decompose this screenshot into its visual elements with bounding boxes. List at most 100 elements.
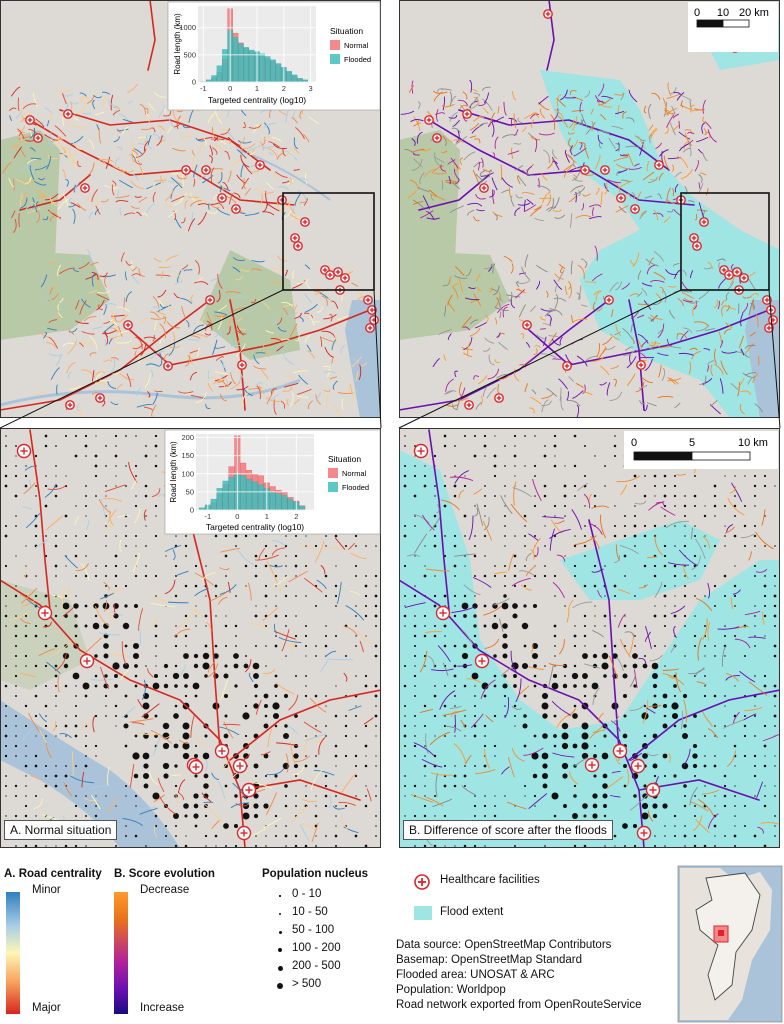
population-dot <box>594 745 596 747</box>
minor-road <box>316 579 327 590</box>
minor-road <box>166 321 181 329</box>
population-dot <box>473 724 477 728</box>
minor-road <box>718 331 723 344</box>
minor-road <box>714 363 724 375</box>
population-dot <box>413 644 417 648</box>
minor-road <box>601 95 614 100</box>
minor-road <box>591 120 594 132</box>
minor-road <box>63 782 73 797</box>
population-dot <box>115 845 117 847</box>
minor-road <box>316 306 323 313</box>
minor-road <box>57 137 63 148</box>
minor-road <box>287 725 299 735</box>
minor-road <box>605 345 616 350</box>
population-dot <box>355 715 357 717</box>
minor-road <box>648 810 653 822</box>
minor-road <box>100 198 109 203</box>
hist-bar-flooded <box>270 59 276 83</box>
population-dot <box>683 794 687 798</box>
healthcare-facility-icon <box>562 361 572 371</box>
minor-road <box>192 153 197 170</box>
minor-road <box>705 328 716 331</box>
minor-road <box>692 303 698 317</box>
population-dot <box>484 485 486 487</box>
minor-road <box>613 378 617 387</box>
minor-road <box>651 92 661 100</box>
population-dot <box>563 484 567 488</box>
healthcare-facility-icon <box>689 233 699 243</box>
minor-road <box>137 608 144 631</box>
population-dot <box>25 745 27 747</box>
minor-road <box>262 211 275 216</box>
population-dot <box>264 584 268 588</box>
population-dot <box>254 774 258 778</box>
minor-road <box>478 375 488 385</box>
major-road <box>59 109 271 171</box>
minor-road <box>645 626 652 649</box>
population-dot <box>754 705 756 707</box>
minor-road <box>554 520 565 524</box>
minor-road <box>155 274 171 277</box>
population-dot <box>334 844 338 848</box>
minor-road <box>616 163 631 169</box>
population-dot <box>593 494 597 498</box>
population-dot <box>553 714 557 718</box>
major-road <box>628 689 780 761</box>
minor-road <box>159 335 166 345</box>
minor-road <box>151 369 154 378</box>
minor-road <box>489 189 495 198</box>
minor-road <box>510 195 515 207</box>
minor-road <box>134 196 142 198</box>
minor-road <box>134 350 137 357</box>
minor-road <box>440 88 452 91</box>
population-dot <box>234 684 238 688</box>
minor-road <box>508 554 514 572</box>
population-dot <box>305 785 307 787</box>
population-dot <box>84 744 88 748</box>
population-dot <box>85 515 87 517</box>
population-dot <box>5 775 7 777</box>
population-dot <box>444 735 446 737</box>
population-dot <box>744 825 746 827</box>
population-dot <box>134 664 138 668</box>
minor-road <box>659 149 669 157</box>
population-dot <box>105 465 107 467</box>
minor-road <box>116 146 123 151</box>
minor-road <box>714 348 717 365</box>
healthcare-facility-icon <box>600 165 610 175</box>
population-dot <box>713 694 717 698</box>
minor-road <box>570 185 584 193</box>
healthcare-facility-icon <box>65 400 75 410</box>
minor-road <box>473 216 480 222</box>
minor-road <box>334 405 343 417</box>
minor-road <box>215 168 225 183</box>
population-dot <box>541 772 549 780</box>
minor-road <box>703 375 707 386</box>
minor-road <box>494 292 501 308</box>
minor-road <box>67 155 78 168</box>
minor-road <box>304 312 314 318</box>
minor-road <box>400 110 415 115</box>
population-dot <box>774 725 776 727</box>
minor-road <box>475 173 483 180</box>
minor-road <box>57 198 70 210</box>
population-dot <box>484 795 486 797</box>
minor-road <box>45 341 56 348</box>
minor-road <box>49 216 55 222</box>
minor-road <box>667 345 682 349</box>
population-dot <box>551 682 559 690</box>
population-dot <box>5 815 7 817</box>
population-dot <box>335 795 337 797</box>
minor-road <box>95 605 109 626</box>
minor-road <box>642 699 649 724</box>
population-dot <box>423 484 427 488</box>
minor-road <box>305 733 327 741</box>
minor-road <box>69 101 79 105</box>
minor-road <box>81 298 91 308</box>
population-dot <box>305 535 307 537</box>
hist-bottom-legend-flooded: Flooded <box>342 483 369 492</box>
minor-road <box>637 270 642 280</box>
population-dot <box>613 834 617 838</box>
minor-road <box>152 133 161 140</box>
population-dot <box>24 634 28 638</box>
